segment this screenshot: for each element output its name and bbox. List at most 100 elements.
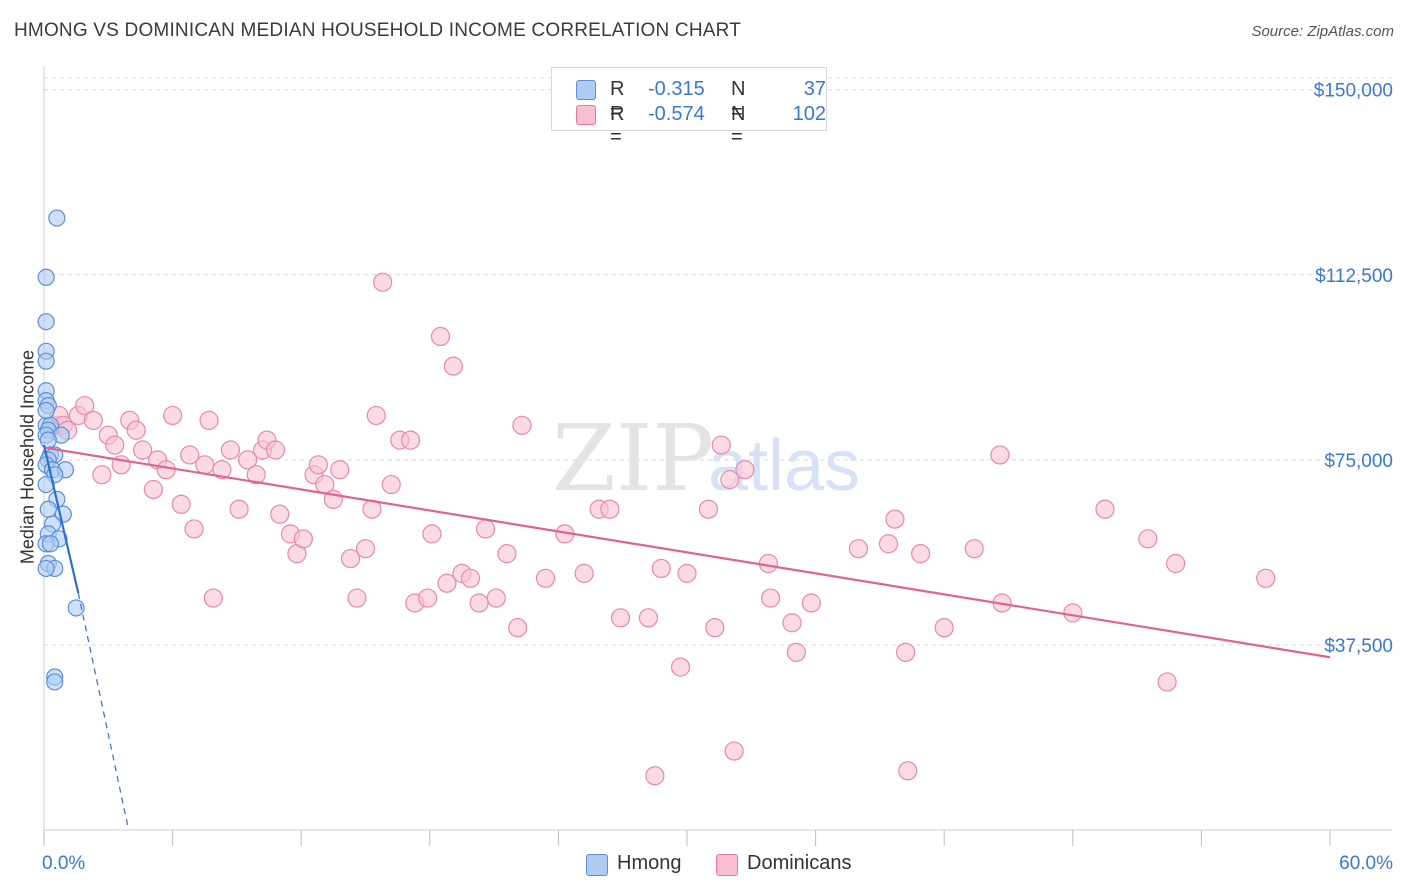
x-tick-labels: 0.0% 60.0% xyxy=(42,853,1393,874)
dominicans-point xyxy=(184,519,204,539)
y-tick-label-3: $150,000 xyxy=(1314,81,1393,102)
hmong-point xyxy=(37,268,55,286)
hmong-trend-extension xyxy=(77,592,129,826)
dominicans-point xyxy=(460,568,481,588)
dominicans-point xyxy=(1157,672,1177,692)
y-axis-title: Median Household Income xyxy=(17,349,38,565)
dominicans-trend-line xyxy=(43,446,1331,659)
dominicans-point xyxy=(1095,499,1115,519)
dominicans-legend-label: Dominicans xyxy=(747,852,852,874)
dominicans-point xyxy=(911,544,931,564)
dominicans-point xyxy=(600,499,620,519)
legend-r-value-hmong: -0.315 xyxy=(648,78,705,100)
dominicans-point xyxy=(758,553,779,574)
hmong-point xyxy=(37,559,55,578)
dominicans-point xyxy=(1166,553,1186,574)
dominicans-point xyxy=(724,741,744,761)
dominicans-point xyxy=(347,588,367,608)
dominicans-point xyxy=(75,395,95,416)
dominicans-point xyxy=(156,460,176,480)
dominicans-point xyxy=(469,593,489,613)
dominicans-point xyxy=(430,326,451,347)
dominicans-point xyxy=(212,460,232,480)
hmong-point xyxy=(48,209,66,227)
dominicans-point xyxy=(195,455,215,475)
dominicans-point xyxy=(782,613,802,633)
hmong-points xyxy=(37,209,85,691)
dominicans-legend-swatch xyxy=(716,854,738,876)
dominicans-point xyxy=(670,657,691,677)
dominicans-point xyxy=(786,642,806,662)
dominicans-point xyxy=(293,529,313,549)
legend-n-value-dominicans: 102 xyxy=(792,103,826,125)
legend-r-label: R = xyxy=(610,78,625,123)
dominicans-point xyxy=(180,445,200,465)
dominicans-point xyxy=(265,440,286,460)
dominicans-point xyxy=(645,766,665,786)
hmong-trend-line xyxy=(42,444,80,594)
dominicans-point xyxy=(340,548,361,569)
y-tick-label-0: $37,500 xyxy=(1324,636,1393,657)
dominicans-point xyxy=(698,499,719,519)
dominicans-point xyxy=(132,440,153,460)
dominicans-point xyxy=(238,450,258,470)
dominicans-point xyxy=(677,563,697,583)
dominicans-point xyxy=(330,460,350,480)
watermark-atlas: atlas xyxy=(708,426,860,506)
legend-r-label: R = xyxy=(610,103,625,148)
dominicans-point xyxy=(934,618,954,638)
y-tick-label-1: $75,000 xyxy=(1324,451,1393,472)
chart-title: HMONG VS DOMINICAN MEDIAN HOUSEHOLD INCO… xyxy=(14,20,742,41)
hmong-legend-swatch xyxy=(586,854,608,876)
dominicans-point xyxy=(638,608,659,628)
dominicans-point xyxy=(246,465,266,485)
dominicans-point xyxy=(220,440,241,460)
dominicans-point xyxy=(437,573,457,593)
dominicans-point xyxy=(400,430,421,450)
y-tick-label-2: $112,500 xyxy=(1315,266,1393,287)
hmong-point xyxy=(67,599,85,617)
dominicans-point xyxy=(801,593,821,613)
dominicans-point xyxy=(848,539,869,559)
dominicans-point xyxy=(898,761,918,781)
dominicans-point xyxy=(610,608,631,628)
dominicans-point xyxy=(171,494,191,514)
dominicans-point xyxy=(366,405,386,426)
dominicans-point xyxy=(878,534,899,554)
hmong-point xyxy=(39,500,57,518)
hmong-point xyxy=(37,313,55,331)
hmong-point xyxy=(46,673,64,691)
dominicans-point xyxy=(574,563,594,583)
dominicans-point xyxy=(497,544,517,564)
dominicans-point xyxy=(1063,603,1083,623)
dominicans-point xyxy=(143,479,163,500)
hmong-point xyxy=(37,352,55,370)
dominicans-point xyxy=(508,618,528,638)
source-label: Source: ZipAtlas.com xyxy=(1251,23,1394,40)
dominicans-point xyxy=(486,588,506,608)
dominicans-point xyxy=(1256,568,1276,588)
hmong-point xyxy=(41,535,60,553)
x-tick-label-start: 0.0% xyxy=(42,853,85,874)
legend-n-value-hmong: 37 xyxy=(803,78,826,100)
dominicans-point xyxy=(270,504,290,524)
correlation-legend: R = -0.315 N = 37 R = -0.574 N = 102 xyxy=(551,67,827,148)
dominicans-point xyxy=(355,539,376,559)
dominicans-points xyxy=(45,272,1276,786)
watermark: ZIP atlas xyxy=(552,405,860,512)
gridlines xyxy=(44,77,1392,646)
hmong-point xyxy=(39,431,57,449)
dominicans-point xyxy=(896,642,916,662)
dominicans-point xyxy=(964,539,984,559)
legend-r-value-dominicans: -0.574 xyxy=(648,103,705,125)
dominicans-point xyxy=(105,435,125,455)
x-tick-label-end: 60.0% xyxy=(1339,853,1393,874)
dominicans-point xyxy=(512,415,532,435)
watermark-zip: ZIP xyxy=(552,405,714,512)
dominicans-point xyxy=(92,465,112,485)
dominicans-point xyxy=(705,618,725,638)
dominicans-point xyxy=(308,455,328,475)
dominicans-point xyxy=(418,588,438,608)
dominicans-point xyxy=(443,356,463,376)
